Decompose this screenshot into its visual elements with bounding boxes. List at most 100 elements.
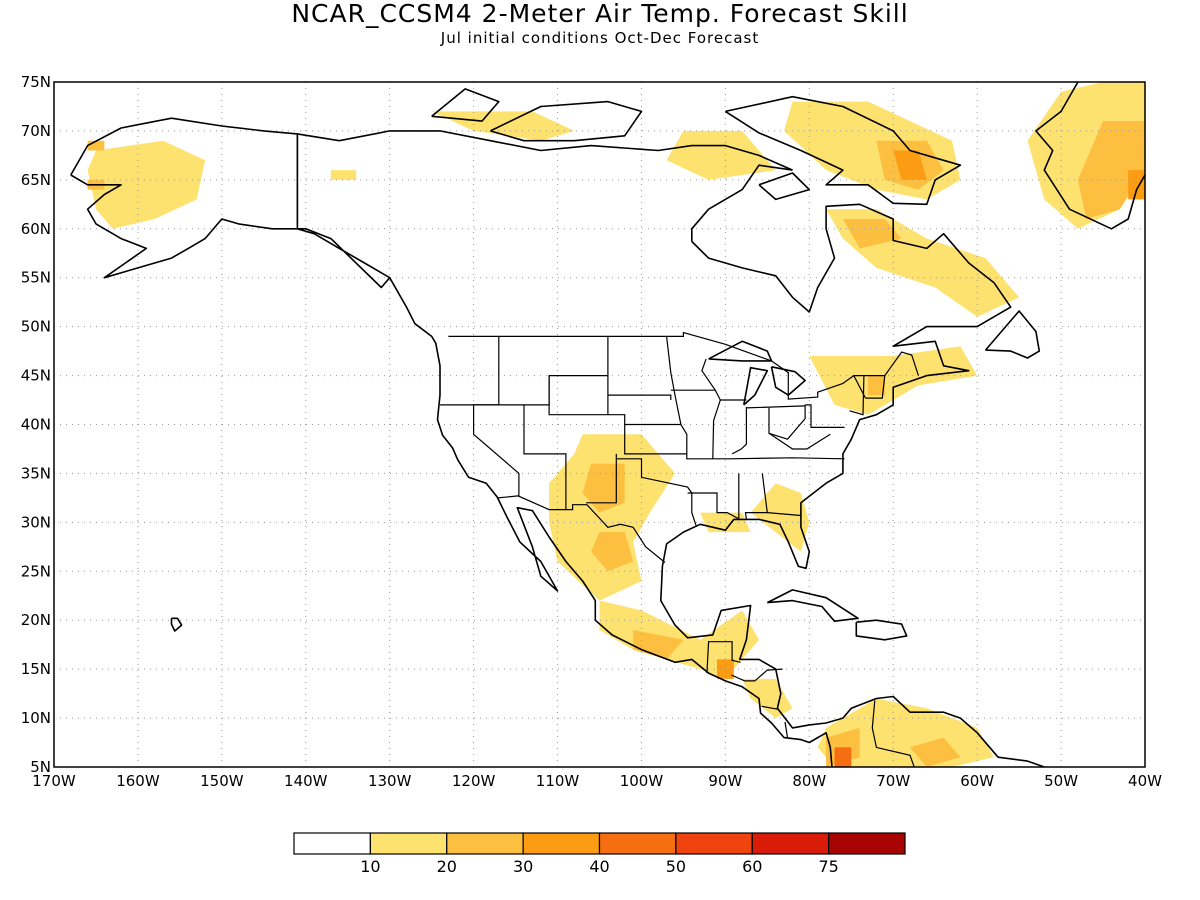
border-us-internal-11 [687,492,739,519]
colorbar-swatch [293,832,371,855]
coastline-victoria-island [490,100,643,142]
lat-tick-label: 25N [21,562,51,580]
colorbar-label: 40 [589,857,609,876]
skill-region-southwest [549,434,675,601]
skill-region-colombia-deep [834,747,852,767]
colorbar-swatch [369,832,448,855]
lon-tick-label: 110W [536,772,580,790]
coastline-great-lake-superior [708,340,773,362]
coastline-newfoundland [984,310,1041,359]
coastline-cuba [766,589,859,623]
coastline-alaska [70,117,391,289]
coastline-baffin-island [724,95,962,206]
border-us-internal-19 [768,404,806,440]
skill-region-s-mexico-orange [633,630,684,660]
skill-region-s-america-east [910,737,961,767]
skill-region-yukon-spot [330,170,357,180]
colorbar-swatch [828,832,906,855]
lat-tick-label: 10N [21,709,51,727]
border-colombia-venezuela [871,700,915,767]
longitude-axis-labels: 170W 160W 150W 140W 130W 120W 110W 100W 90W 80W 70… [32,772,1162,790]
lat-tick-label: 50N [21,318,51,336]
border-us-canada [448,331,919,400]
lat-tick-label: 70N [21,122,51,140]
lat-tick-label: 30N [21,513,51,531]
border-us-internal-23 [849,375,865,416]
colorbar-label: 50 [666,857,686,876]
border-us-internal-18 [731,406,748,455]
border-central-am-1 [731,668,783,682]
skill-region-labrador-orange [842,219,902,249]
lon-tick-label: 90W [708,772,742,790]
skill-region-northeast-orange [868,375,885,396]
colorbar: 10 20 30 40 50 60 75 [293,832,906,876]
coastline-southampton [758,172,811,201]
border-us-internal-2 [440,336,609,406]
lat-tick-label: 45N [21,367,51,385]
colorbar-label: 75 [818,857,838,876]
colorbar-swatch [675,832,753,855]
lat-tick-label: 5N [30,758,51,776]
border-us-internal-20 [746,405,806,409]
lon-tick-label: 140W [284,772,328,790]
skill-region-arctic-islands [431,111,575,141]
lon-tick-label: 170W [32,772,76,790]
lon-tick-label: 80W [792,772,826,790]
coastline-great-lake-michigan [743,366,769,406]
map-gridlines [54,82,1145,767]
colorbar-swatch [598,832,677,855]
border-us-internal-13 [744,473,768,520]
skill-region-baffin-deep [893,150,927,180]
colorbar-label: 20 [437,857,457,876]
border-us-internal-7 [616,458,697,526]
colorbar-label: 30 [513,857,533,876]
lon-tick-label: 60W [960,772,994,790]
border-central-am-3 [784,721,789,738]
colorbar-swatch [522,832,601,855]
map-frame [53,81,1146,768]
skill-shading-layer [87,82,1145,767]
coastline-layer [70,82,1145,767]
border-us-internal-1 [473,336,520,496]
border-mexico-guatemala [706,641,741,674]
skill-region-greenland-deep [1128,170,1145,200]
latitude-axis-labels: 75N 70N 65N 60N 55N 50N 45N 40N 35N 30N 25N 20N 15N 1… [21,73,51,776]
lat-tick-label: 15N [21,660,51,678]
border-us-internal-16 [701,358,721,459]
border-us-internal-14 [767,512,801,517]
border-us-internal-25 [853,375,867,399]
border-us-internal-4 [548,336,688,455]
lat-tick-label: 75N [21,73,51,91]
lon-tick-label: 70W [876,772,910,790]
border-us-internal-8 [607,394,672,400]
skill-region-alaska-west [87,140,206,229]
coastline-hawaii [170,617,183,632]
lat-tick-label: 35N [21,464,51,482]
border-central-am-2 [761,705,779,710]
skill-region-northeast [809,346,978,415]
border-us-internal-10 [686,453,845,460]
skill-region-southwest-orange [582,463,625,513]
lon-tick-label: 120W [452,772,496,790]
lat-tick-label: 20N [21,611,51,629]
colorbar-swatch [446,832,524,855]
lon-tick-label: 160W [116,772,160,790]
map-subtitle: Jul initial conditions Oct-Dec Forecast [440,29,760,47]
coastline-banks-island [431,88,500,122]
skill-region-mexico-orange [591,532,634,572]
lat-tick-label: 40N [21,416,51,434]
coastline-canada-arctic-coast [297,130,793,171]
border-us-internal-21 [805,404,845,428]
coastline-hudson-west [690,164,793,242]
border-us-internal-24 [865,375,886,399]
coastline-greenland [1035,82,1145,230]
skill-region-alaska-spot [87,140,105,151]
skill-region-central-america [742,678,793,719]
political-border-layer [296,133,919,767]
lon-tick-label: 150W [200,772,244,790]
skill-region-guatemala [717,659,734,679]
colorbar-swatch [751,832,830,855]
coastline-pacific [389,277,833,767]
lon-tick-label: 50W [1044,772,1078,790]
